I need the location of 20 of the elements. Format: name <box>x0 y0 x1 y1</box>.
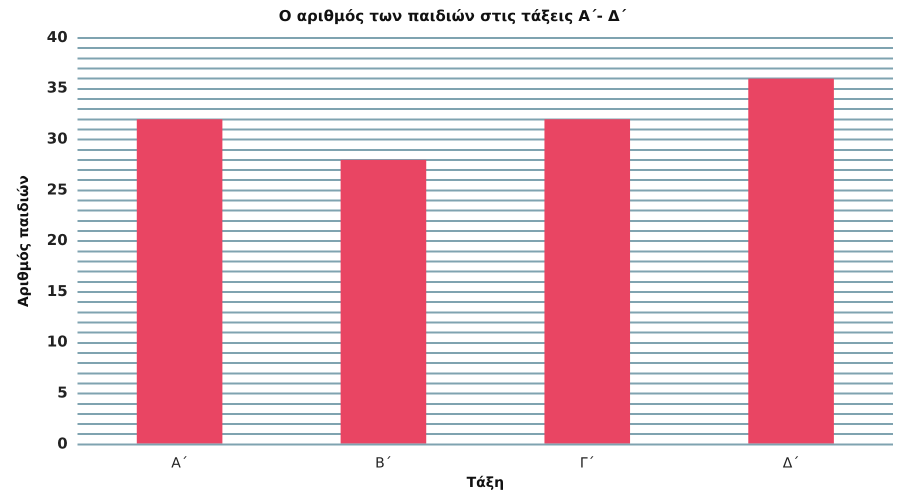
x-tick-label: Α΄ <box>171 455 188 472</box>
x-tick-label: Β΄ <box>375 455 392 472</box>
x-tick-label: Δ΄ <box>782 455 800 472</box>
y-tick-label: 20 <box>46 231 68 250</box>
y-tick-label: 0 <box>57 434 68 452</box>
bar <box>340 160 426 444</box>
y-tick-label: 5 <box>57 383 68 402</box>
y-tick-label: 25 <box>46 180 68 198</box>
y-tick-label: 40 <box>46 28 68 46</box>
y-tick-label: 30 <box>46 129 68 148</box>
bar <box>748 78 834 444</box>
bar <box>544 119 630 444</box>
y-tick-label: 35 <box>46 78 68 97</box>
bar <box>136 119 222 444</box>
x-axis-title: Τάξη <box>466 475 504 492</box>
y-axis-title: Αριθμός παιδιών <box>16 175 32 308</box>
chart-title: Ο αριθμός των παιδιών στις τάξεις Α΄- Δ΄ <box>278 6 627 25</box>
x-tick-label: Γ΄ <box>580 455 595 472</box>
y-tick-label: 15 <box>46 282 68 300</box>
y-tick-label: 10 <box>46 332 68 351</box>
